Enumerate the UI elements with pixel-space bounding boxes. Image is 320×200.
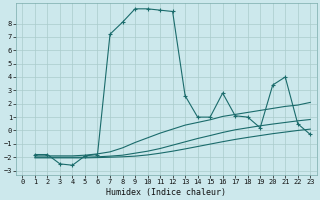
X-axis label: Humidex (Indice chaleur): Humidex (Indice chaleur)	[106, 188, 226, 197]
